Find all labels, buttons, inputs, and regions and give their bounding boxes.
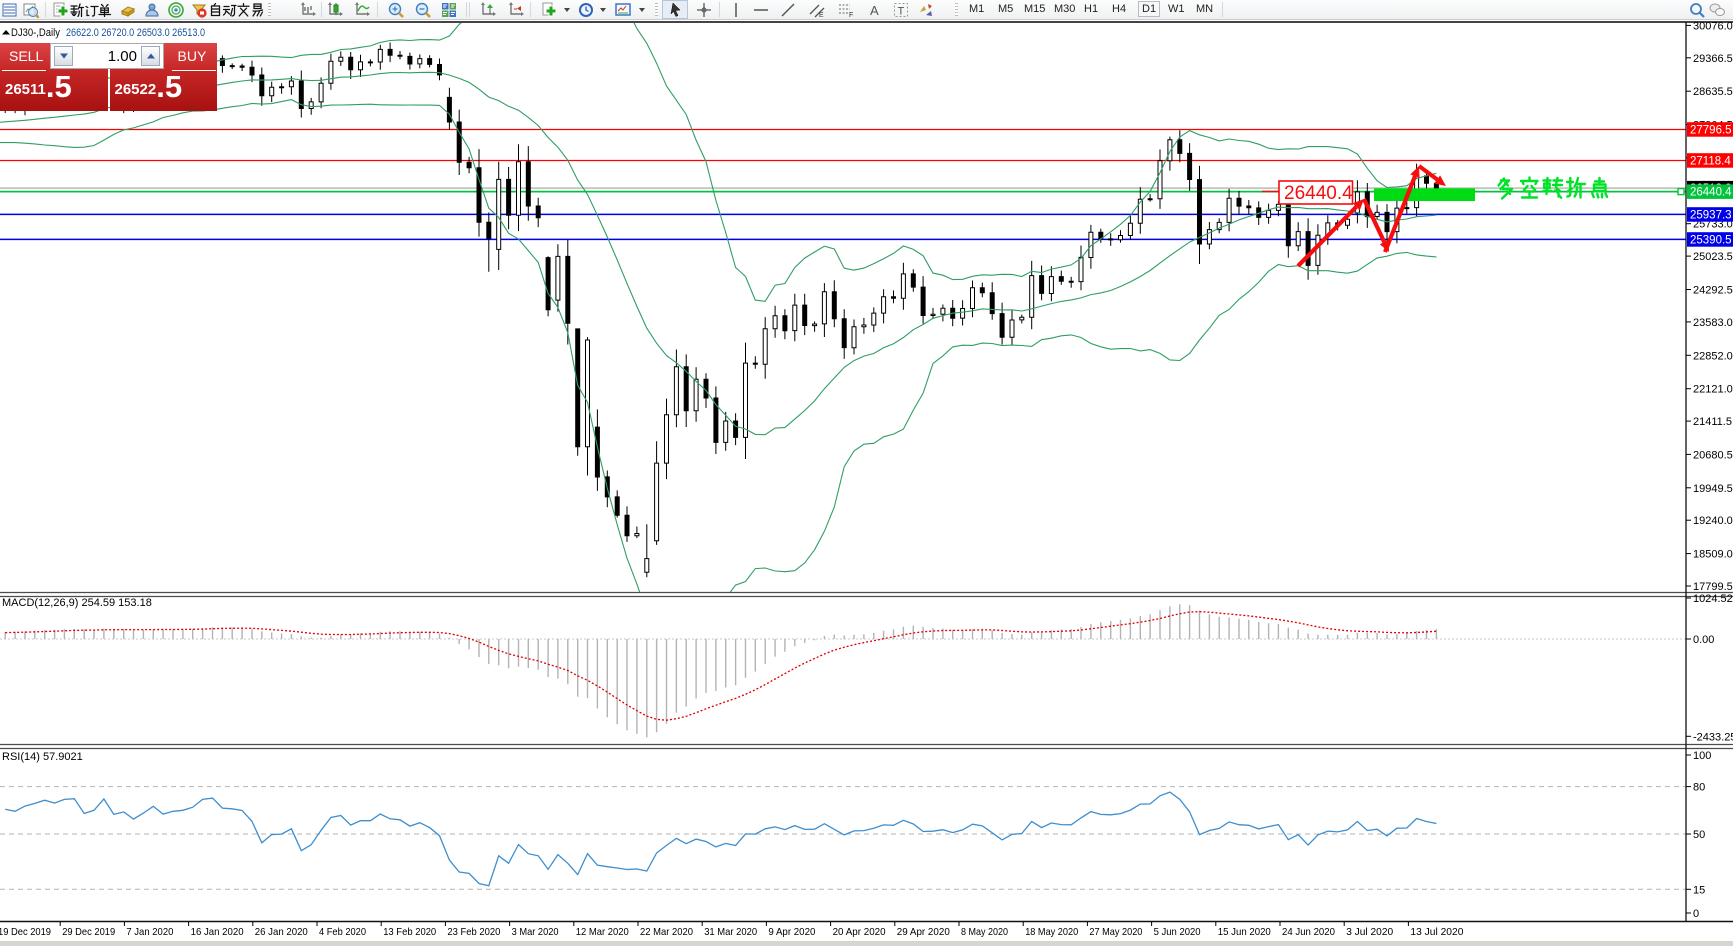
svg-text:17799.5: 17799.5 [1693, 581, 1733, 593]
svg-text:27118.4: 27118.4 [1690, 155, 1731, 167]
svg-text:8 May 2020: 8 May 2020 [961, 926, 1008, 938]
svg-text:20680.5: 20680.5 [1693, 449, 1733, 461]
svg-text:DJ30-,Daily: DJ30-,Daily [11, 27, 60, 39]
svg-text:12 Mar 2020: 12 Mar 2020 [576, 926, 629, 938]
svg-text:24292.5: 24292.5 [1693, 285, 1733, 297]
svg-text:31 Mar 2020: 31 Mar 2020 [704, 926, 757, 938]
svg-text:F: F [849, 12, 853, 18]
svg-text:13 Feb 2020: 13 Feb 2020 [383, 926, 436, 938]
svg-text:26622.0 26720.0 26503.0 26513.: 26622.0 26720.0 26503.0 26513.0 [66, 27, 205, 39]
svg-text:26 Jan 2020: 26 Jan 2020 [255, 926, 308, 938]
svg-text:0.00: 0.00 [1693, 634, 1714, 646]
svg-text:19949.5: 19949.5 [1693, 483, 1733, 495]
svg-text:-2433.25: -2433.25 [1693, 731, 1733, 743]
svg-text:7 Jan 2020: 7 Jan 2020 [126, 926, 173, 938]
svg-text:18 May 2020: 18 May 2020 [1025, 926, 1078, 938]
svg-text:24 Jun 2020: 24 Jun 2020 [1282, 926, 1335, 938]
svg-text:29 Apr 2020: 29 Apr 2020 [897, 926, 950, 938]
svg-text:T: T [898, 6, 905, 18]
svg-text:20 Apr 2020: 20 Apr 2020 [833, 926, 886, 938]
svg-text:9 Apr 2020: 9 Apr 2020 [768, 926, 815, 938]
svg-text:25937.3: 25937.3 [1690, 209, 1732, 221]
svg-text:4 Feb 2020: 4 Feb 2020 [319, 926, 366, 938]
svg-text:100: 100 [1693, 750, 1711, 762]
svg-text:22 Mar 2020: 22 Mar 2020 [640, 926, 693, 938]
svg-text:3 Jul 2020: 3 Jul 2020 [1346, 926, 1393, 938]
svg-text:30076.0: 30076.0 [1693, 20, 1733, 32]
svg-text:MACD(12,26,9) 254.59 153.18: MACD(12,26,9) 254.59 153.18 [2, 597, 152, 609]
svg-text:5 Jun 2020: 5 Jun 2020 [1154, 926, 1201, 938]
svg-text:E: E [819, 12, 824, 18]
svg-text:22121.0: 22121.0 [1693, 384, 1733, 396]
svg-text:29366.5: 29366.5 [1693, 53, 1733, 65]
svg-text:19240.0: 19240.0 [1693, 515, 1733, 527]
svg-text:RSI(14) 57.9021: RSI(14) 57.9021 [2, 751, 83, 763]
svg-text:A: A [870, 3, 879, 18]
svg-text:15 Jun 2020: 15 Jun 2020 [1218, 926, 1271, 938]
svg-text:13 Jul 2020: 13 Jul 2020 [1410, 926, 1463, 938]
svg-text:25023.5: 25023.5 [1693, 251, 1733, 263]
svg-text:16 Jan 2020: 16 Jan 2020 [191, 926, 244, 938]
svg-text:27 May 2020: 27 May 2020 [1089, 926, 1142, 938]
svg-text:26440.4: 26440.4 [1284, 183, 1353, 204]
svg-text:23583.0: 23583.0 [1693, 317, 1733, 329]
svg-text:3 Mar 2020: 3 Mar 2020 [512, 926, 559, 938]
svg-text:21411.5: 21411.5 [1693, 416, 1732, 428]
svg-text:22852.0: 22852.0 [1693, 350, 1733, 362]
svg-text:27796.5: 27796.5 [1690, 124, 1732, 136]
svg-text:29 Dec 2019: 29 Dec 2019 [62, 926, 115, 938]
svg-text:18509.0: 18509.0 [1693, 549, 1733, 561]
svg-text:25390.5: 25390.5 [1690, 234, 1732, 246]
svg-text:1024.52: 1024.52 [1693, 593, 1733, 605]
svg-text:15: 15 [1693, 884, 1705, 896]
svg-text:19 Dec 2019: 19 Dec 2019 [0, 926, 51, 938]
svg-text:23 Feb 2020: 23 Feb 2020 [447, 926, 500, 938]
svg-text:80: 80 [1693, 782, 1705, 794]
svg-text:0: 0 [1693, 908, 1699, 920]
svg-text:26440.4: 26440.4 [1690, 187, 1732, 199]
svg-text:28635.5: 28635.5 [1693, 86, 1733, 98]
svg-text:50: 50 [1693, 829, 1705, 841]
